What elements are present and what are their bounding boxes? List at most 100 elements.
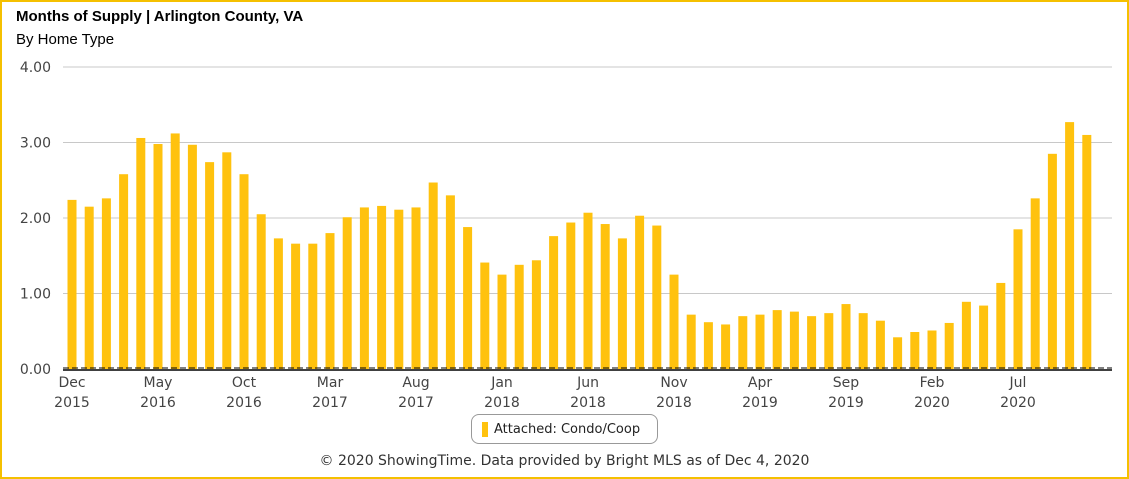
bar[interactable] [858, 313, 868, 369]
bar[interactable] [67, 199, 77, 369]
x-tick-year: 2016 [226, 395, 262, 411]
y-tick-label: 1.00 [20, 287, 51, 303]
bar[interactable] [755, 314, 765, 369]
y-tick-label: 0.00 [20, 362, 51, 378]
bar[interactable] [1047, 153, 1057, 369]
bar[interactable] [1030, 198, 1040, 369]
bar[interactable] [721, 324, 731, 369]
x-tick-year: 2019 [828, 395, 864, 411]
bar[interactable] [239, 174, 249, 369]
legend-swatch [482, 422, 488, 437]
bar[interactable] [394, 209, 404, 369]
y-tick-label: 4.00 [20, 60, 51, 76]
x-tick-year: 2018 [484, 395, 520, 411]
bar[interactable] [583, 212, 593, 369]
bar[interactable] [617, 238, 627, 369]
x-tick-year: 2020 [1000, 395, 1036, 411]
bar[interactable] [893, 337, 903, 369]
x-tick-month: Sep [833, 375, 860, 391]
x-tick-year: 2017 [312, 395, 348, 411]
bar[interactable] [703, 322, 713, 369]
bar[interactable] [996, 282, 1006, 369]
x-tick-month: May [144, 375, 173, 391]
bar[interactable] [101, 198, 111, 369]
bar[interactable] [1082, 134, 1092, 369]
x-tick-month: Feb [920, 375, 945, 391]
bars [67, 122, 1092, 370]
bar[interactable] [600, 224, 610, 369]
x-tick-year: 2018 [656, 395, 692, 411]
bar[interactable] [205, 162, 215, 369]
bar[interactable] [841, 304, 851, 369]
bar[interactable] [961, 301, 971, 369]
bar[interactable] [256, 214, 266, 369]
bar[interactable] [514, 264, 524, 369]
x-tick-year: 2016 [140, 395, 176, 411]
bar[interactable] [686, 314, 696, 369]
bar[interactable] [480, 262, 490, 369]
y-tick-label: 2.00 [20, 211, 51, 227]
bar[interactable] [411, 207, 421, 369]
bar[interactable] [738, 316, 748, 369]
x-axis-labels: Dec 2015 May 2016 Oct 2016 Mar 2017 Aug 2017 Jan 20… [54, 375, 1036, 411]
x-tick-year: 2018 [570, 395, 606, 411]
bar[interactable] [635, 215, 645, 369]
x-tick-year: 2019 [742, 395, 778, 411]
x-tick-month: Nov [660, 375, 687, 391]
bar[interactable] [497, 274, 507, 369]
bar[interactable] [222, 152, 232, 369]
y-tick-label: 3.00 [20, 136, 51, 152]
bar[interactable] [463, 227, 473, 369]
legend[interactable]: Attached: Condo/Coop [471, 414, 658, 444]
x-tick-year: 2017 [398, 395, 434, 411]
x-tick-month: Jan [490, 375, 513, 391]
bar[interactable] [979, 305, 989, 369]
x-tick-month: Apr [748, 375, 772, 391]
footer-credit: © 2020 ShowingTime. Data provided by Bri… [319, 453, 810, 469]
bar[interactable] [273, 238, 283, 369]
chart-subtitle: By Home Type [16, 31, 115, 48]
bar[interactable] [84, 206, 94, 369]
bar[interactable] [308, 243, 318, 369]
bar[interactable] [669, 274, 679, 369]
bar[interactable] [342, 217, 352, 369]
x-tick-month: Jun [576, 375, 599, 391]
x-tick-month: Dec [58, 375, 85, 391]
bar[interactable] [531, 260, 541, 369]
bar[interactable] [549, 236, 559, 369]
bar[interactable] [153, 144, 163, 369]
x-tick-month: Mar [317, 375, 344, 391]
bar[interactable] [789, 311, 799, 369]
bar[interactable] [325, 233, 335, 369]
baseline [63, 367, 1112, 371]
bar[interactable] [944, 322, 954, 369]
bar[interactable] [652, 225, 662, 369]
bar[interactable] [359, 207, 369, 369]
bar[interactable] [170, 133, 180, 369]
bar[interactable] [1065, 122, 1075, 370]
bar[interactable] [910, 332, 920, 369]
y-axis-labels: 0.00 1.00 2.00 3.00 4.00 [20, 60, 51, 378]
bar[interactable] [428, 182, 438, 369]
bar[interactable] [136, 137, 146, 369]
bar[interactable] [875, 320, 885, 369]
bar[interactable] [824, 313, 834, 369]
x-tick-month: Jul [1009, 375, 1027, 391]
bar[interactable] [566, 222, 576, 369]
x-tick-month: Oct [232, 375, 257, 391]
bar[interactable] [772, 310, 782, 369]
bar[interactable] [927, 330, 937, 369]
bar[interactable] [807, 316, 817, 369]
bar[interactable] [1013, 229, 1023, 369]
bar[interactable] [445, 195, 455, 369]
x-tick-month: Aug [402, 375, 429, 391]
legend-label: Attached: Condo/Coop [494, 422, 641, 437]
bar[interactable] [119, 174, 129, 369]
chart-title: Months of Supply | Arlington County, VA [16, 8, 304, 25]
bar[interactable] [187, 144, 197, 369]
x-tick-year: 2020 [914, 395, 950, 411]
bar[interactable] [377, 205, 387, 369]
x-tick-year: 2015 [54, 395, 90, 411]
bar[interactable] [291, 243, 301, 369]
